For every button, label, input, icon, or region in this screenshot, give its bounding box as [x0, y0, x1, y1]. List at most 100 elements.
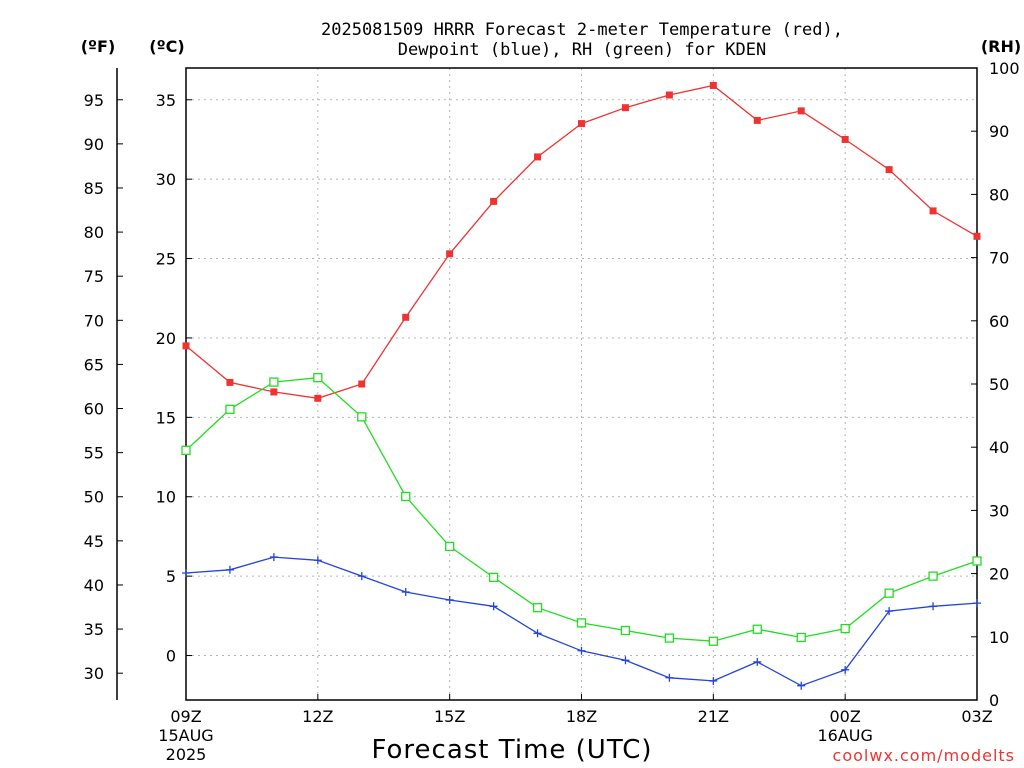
dewpoint-point: [797, 681, 806, 690]
celsius-unit-label: (ºC): [149, 37, 184, 56]
chart-title-line1: 2025081509 HRRR Forecast 2-meter Tempera…: [321, 20, 843, 40]
dewpoint-point: [445, 595, 454, 604]
x-tick-label: 21Z: [698, 707, 729, 726]
rh-unit-label: (RH): [981, 37, 1021, 56]
rh-point: [225, 404, 235, 414]
data-series: [181, 81, 982, 690]
rh-point: [796, 632, 806, 643]
temperature-point: [841, 135, 849, 143]
rh-tick-label: 20: [989, 565, 1009, 584]
rh-point: [576, 618, 587, 628]
rh-tick-label: 30: [989, 501, 1009, 520]
x-tick-label: 00Z: [830, 707, 861, 726]
celsius-tick-label: 0: [166, 647, 176, 666]
temperature-point: [226, 378, 234, 386]
celsius-tick-label: 25: [156, 250, 176, 269]
temperature-point: [358, 380, 366, 388]
x-tick-label: 09Z: [170, 707, 201, 726]
dewpoint-point: [357, 572, 366, 581]
rh-point: [840, 623, 850, 634]
rh-point: [445, 541, 455, 552]
x-tick-year-label: 2025: [166, 745, 207, 764]
fahrenheit-tick-label: 70: [84, 311, 104, 330]
rh-tick-label: 70: [989, 249, 1009, 268]
grid-lines: [185, 68, 978, 700]
x-tick-date-label: 15AUG: [158, 726, 213, 745]
celsius-tick-label: 10: [156, 488, 176, 507]
dewpoint-point: [269, 553, 278, 562]
temperature-point: [314, 394, 322, 402]
fahrenheit-unit-label: (ºF): [81, 37, 116, 56]
fahrenheit-tick-label: 90: [84, 135, 104, 154]
fahrenheit-tick-label: 95: [84, 91, 104, 110]
temperature-point: [621, 104, 629, 112]
celsius-tick-label: 5: [166, 567, 176, 586]
rh-tick-label: 10: [989, 628, 1009, 647]
temperature-series: [182, 81, 981, 402]
dewpoint-point: [401, 588, 410, 597]
rh-tick-label: 90: [989, 122, 1009, 141]
temperature-point: [182, 342, 190, 350]
rh-point: [313, 373, 323, 383]
dewpoint-series: [182, 553, 981, 690]
fahrenheit-tick-label: 50: [84, 488, 104, 507]
rh-point: [357, 412, 367, 422]
rh-point: [664, 633, 675, 643]
dewpoint-point: [665, 673, 674, 682]
rh-point: [620, 625, 631, 636]
rh-series: [181, 373, 982, 646]
rh-point: [928, 571, 938, 581]
fahrenheit-tick-label: 75: [84, 267, 104, 286]
rh-tick-label: 50: [989, 375, 1009, 394]
dewpoint-point: [973, 599, 981, 608]
rh-tick-label: 100: [989, 59, 1020, 78]
temperature-point: [973, 232, 981, 240]
temperature-point: [490, 197, 498, 205]
rh-tick-label: 40: [989, 438, 1009, 457]
fahrenheit-tick-label: 35: [84, 620, 104, 639]
plot-frame: [185, 67, 978, 701]
dewpoint-point: [533, 629, 542, 638]
dewpoint-point: [313, 556, 322, 565]
fahrenheit-tick-label: 85: [84, 179, 104, 198]
dewpoint-point: [182, 568, 190, 577]
rh-tick-label: 80: [989, 185, 1009, 204]
fahrenheit-tick-label: 80: [84, 223, 104, 242]
axis-ticks: 0510152025303530354045505560657075808590…: [84, 59, 1020, 764]
rh-point: [884, 588, 894, 598]
temperature-point: [446, 250, 454, 258]
rh-point: [269, 377, 279, 387]
temperature-point: [665, 91, 673, 99]
celsius-tick-label: 30: [156, 170, 176, 189]
temperature-point: [709, 81, 717, 89]
dewpoint-point: [709, 676, 718, 685]
fahrenheit-tick-label: 60: [84, 400, 104, 419]
rh-point: [532, 603, 543, 613]
fahrenheit-tick-label: 30: [84, 664, 104, 683]
rh-point: [708, 636, 718, 646]
rh-point: [181, 445, 191, 456]
fahrenheit-tick-label: 65: [84, 355, 104, 374]
temperature-point: [753, 116, 761, 124]
credit-link[interactable]: coolwx.com/modelts: [833, 746, 1015, 765]
celsius-tick-label: 15: [156, 408, 176, 427]
rh-tick-label: 60: [989, 312, 1009, 331]
fahrenheit-tick-label: 40: [84, 576, 104, 595]
dewpoint-point: [841, 665, 850, 674]
x-tick-label: 12Z: [302, 707, 333, 726]
dewpoint-point: [885, 607, 894, 616]
x-tick-date-label: 16AUG: [817, 726, 872, 745]
celsius-tick-label: 35: [156, 91, 176, 110]
temperature-point: [797, 107, 805, 115]
x-tick-label: 18Z: [566, 707, 597, 726]
dewpoint-point: [753, 657, 762, 666]
rh-point: [752, 624, 762, 634]
temperature-point: [402, 313, 410, 321]
dewpoint-point: [577, 646, 586, 655]
dewpoint-point: [489, 602, 498, 611]
temperature-point: [270, 388, 278, 396]
rh-point: [401, 491, 411, 502]
x-axis-title: Forecast Time (UTC): [371, 735, 652, 765]
x-tick-label: 15Z: [434, 707, 465, 726]
